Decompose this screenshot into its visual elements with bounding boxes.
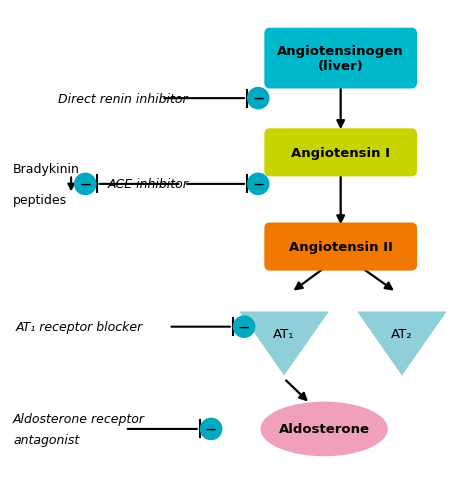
Text: Angiotensin II: Angiotensin II bbox=[289, 240, 392, 253]
Ellipse shape bbox=[261, 402, 388, 456]
Text: AT₁ receptor blocker: AT₁ receptor blocker bbox=[16, 321, 143, 334]
Text: Bradykinin: Bradykinin bbox=[13, 163, 80, 176]
Polygon shape bbox=[239, 312, 329, 376]
Text: Angiotensinogen
(liver): Angiotensinogen (liver) bbox=[277, 45, 404, 73]
FancyBboxPatch shape bbox=[264, 223, 417, 271]
Text: Direct renin inhibitor: Direct renin inhibitor bbox=[58, 93, 188, 106]
Circle shape bbox=[247, 173, 270, 196]
Text: —: — bbox=[80, 180, 91, 190]
Text: —: — bbox=[239, 322, 249, 332]
Text: —: — bbox=[253, 94, 264, 104]
Text: —: — bbox=[253, 180, 264, 190]
Text: —: — bbox=[206, 424, 216, 434]
Text: antagonist: antagonist bbox=[13, 433, 80, 446]
Text: peptides: peptides bbox=[13, 193, 67, 206]
Circle shape bbox=[247, 88, 270, 110]
Text: Aldosterone: Aldosterone bbox=[279, 422, 370, 435]
Text: Aldosterone receptor: Aldosterone receptor bbox=[13, 412, 145, 425]
FancyBboxPatch shape bbox=[264, 129, 417, 177]
Polygon shape bbox=[357, 312, 447, 376]
Text: AT₁: AT₁ bbox=[273, 328, 295, 341]
FancyBboxPatch shape bbox=[264, 29, 417, 89]
Text: AT₂: AT₂ bbox=[391, 328, 413, 341]
Text: Angiotensin I: Angiotensin I bbox=[291, 146, 390, 159]
Circle shape bbox=[74, 173, 97, 196]
Circle shape bbox=[200, 418, 222, 440]
Text: ACE inhibitor: ACE inhibitor bbox=[108, 178, 188, 191]
Circle shape bbox=[233, 316, 255, 338]
